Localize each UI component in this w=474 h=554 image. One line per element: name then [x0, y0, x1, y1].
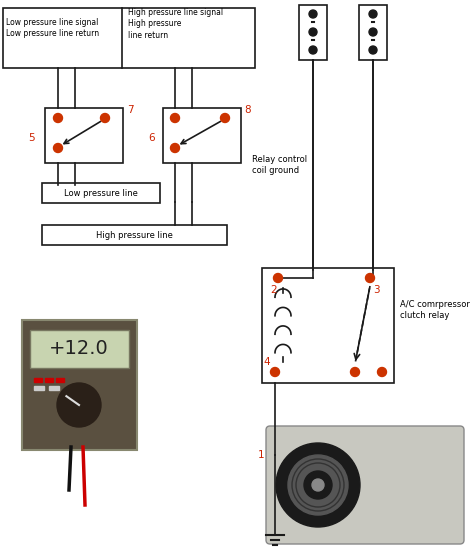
Bar [42, 225, 227, 245]
Circle shape [304, 471, 332, 499]
Circle shape [276, 443, 360, 527]
Circle shape [369, 46, 377, 54]
FancyBboxPatch shape [266, 426, 464, 544]
Circle shape [369, 10, 377, 18]
Bar [163, 108, 241, 163]
Text: 4: 4 [264, 357, 270, 367]
Bar [299, 5, 327, 60]
Text: 5: 5 [29, 133, 35, 143]
Bar [34, 378, 42, 382]
Text: 1: 1 [258, 450, 264, 460]
Circle shape [54, 143, 63, 152]
Circle shape [350, 367, 359, 377]
Text: 8: 8 [245, 105, 251, 115]
Text: 7: 7 [127, 105, 133, 115]
Bar [359, 5, 387, 60]
Circle shape [171, 114, 180, 122]
Text: Low pressure line signal
Low pressure line return: Low pressure line signal Low pressure li… [6, 18, 99, 38]
Bar [30, 330, 129, 368]
Circle shape [377, 367, 386, 377]
Text: Relay control
coil ground: Relay control coil ground [252, 155, 307, 175]
Circle shape [57, 383, 101, 427]
Text: High pressure line signal
High pressure
line return: High pressure line signal High pressure … [128, 8, 223, 39]
Circle shape [309, 28, 317, 36]
Bar [42, 183, 160, 203]
Circle shape [54, 114, 63, 122]
Circle shape [100, 114, 109, 122]
Bar [262, 268, 394, 383]
Circle shape [273, 274, 283, 283]
Circle shape [271, 367, 280, 377]
Bar [34, 386, 44, 390]
Circle shape [309, 46, 317, 54]
Bar [49, 386, 59, 390]
Circle shape [288, 455, 348, 515]
FancyBboxPatch shape [22, 320, 137, 450]
Bar [56, 378, 64, 382]
Bar [3, 8, 255, 68]
Text: 2: 2 [271, 285, 277, 295]
Text: Low pressure line: Low pressure line [64, 188, 138, 197]
Text: High pressure line: High pressure line [96, 230, 173, 239]
Circle shape [312, 479, 324, 491]
Text: +12.0: +12.0 [49, 340, 109, 358]
Text: 6: 6 [149, 133, 155, 143]
Text: 3: 3 [373, 285, 379, 295]
Circle shape [220, 114, 229, 122]
Circle shape [365, 274, 374, 283]
Bar [45, 378, 53, 382]
Bar [45, 108, 123, 163]
Circle shape [309, 10, 317, 18]
Circle shape [171, 143, 180, 152]
Circle shape [369, 28, 377, 36]
Text: A/C comrpressor
clutch relay: A/C comrpressor clutch relay [400, 300, 470, 320]
